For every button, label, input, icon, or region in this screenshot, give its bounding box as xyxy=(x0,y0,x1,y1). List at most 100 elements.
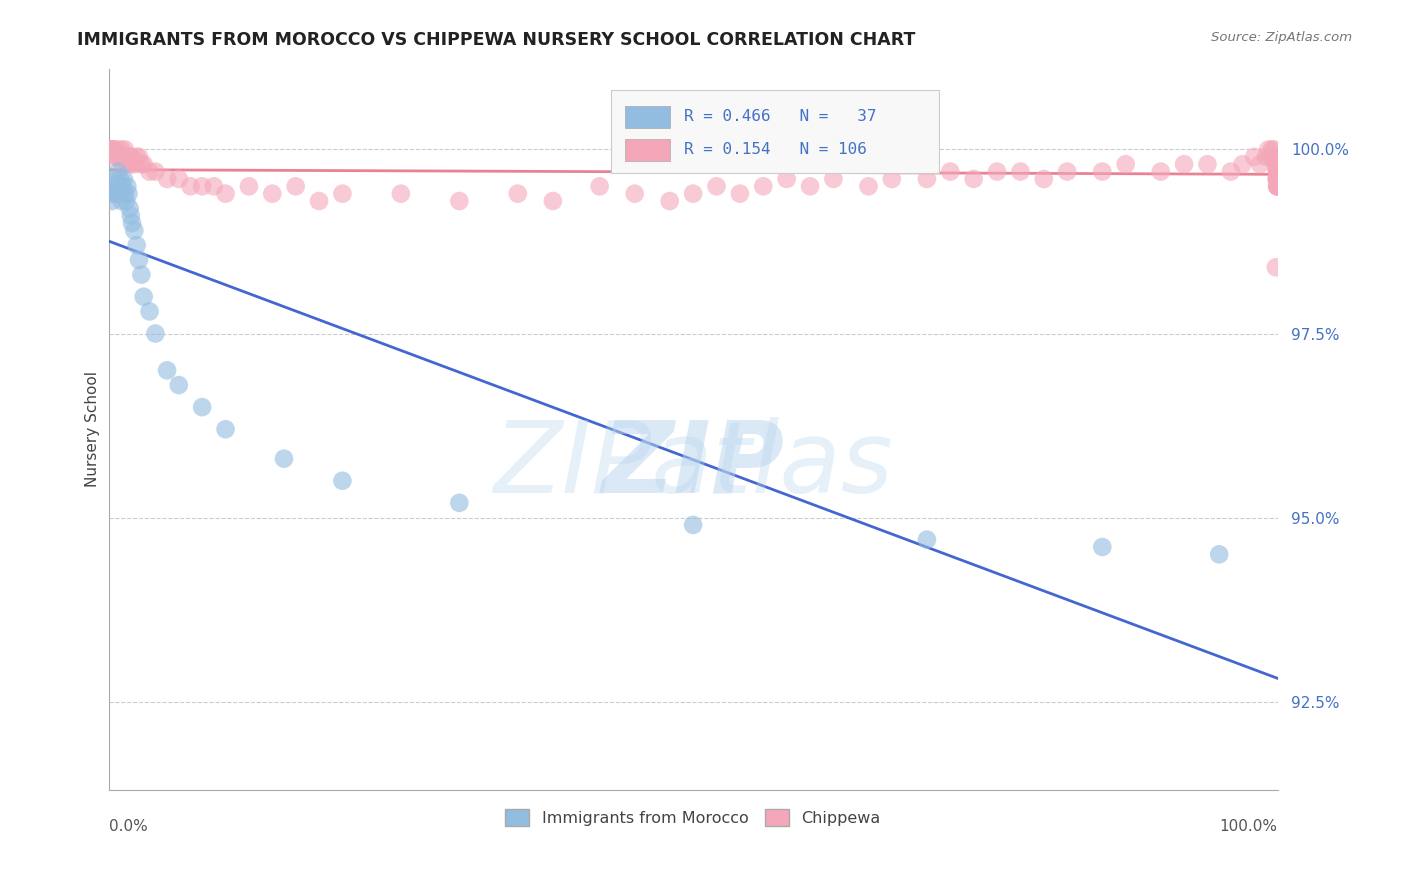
Point xyxy=(728,186,751,201)
Legend: Immigrants from Morocco, Chippewa: Immigrants from Morocco, Chippewa xyxy=(499,803,887,832)
Point xyxy=(117,186,139,201)
Point xyxy=(117,150,139,164)
Point xyxy=(104,172,127,186)
FancyBboxPatch shape xyxy=(612,90,939,173)
Point xyxy=(1261,150,1284,164)
Text: 0.0%: 0.0% xyxy=(108,819,148,834)
Text: Source: ZipAtlas.com: Source: ZipAtlas.com xyxy=(1212,31,1353,45)
Point xyxy=(107,143,129,157)
Text: ZIP: ZIP xyxy=(602,417,785,514)
Point xyxy=(1267,172,1289,186)
Point xyxy=(915,533,938,547)
Text: ZIPatlas: ZIPatlas xyxy=(494,417,893,514)
Point xyxy=(120,157,142,171)
Point xyxy=(125,150,148,164)
Point xyxy=(1265,172,1288,186)
Point xyxy=(389,186,412,201)
Point xyxy=(1267,157,1289,171)
Point xyxy=(111,179,134,194)
FancyBboxPatch shape xyxy=(626,106,669,128)
Point xyxy=(858,179,880,194)
Point xyxy=(682,517,704,532)
Point xyxy=(1173,157,1195,171)
Point xyxy=(1263,143,1285,157)
Point xyxy=(115,150,138,164)
Point xyxy=(103,186,125,201)
Point xyxy=(1267,157,1289,171)
Point xyxy=(1264,260,1286,275)
Point xyxy=(506,186,529,201)
Point xyxy=(191,179,214,194)
Point xyxy=(131,157,153,171)
Point xyxy=(1267,164,1289,178)
Point xyxy=(214,422,236,436)
Point xyxy=(138,304,160,318)
Point xyxy=(118,202,141,216)
Point xyxy=(332,186,354,201)
Text: R = 0.466   N =   37: R = 0.466 N = 37 xyxy=(683,109,876,124)
Point xyxy=(1197,157,1219,171)
Point xyxy=(706,179,728,194)
Point xyxy=(110,143,132,157)
Point xyxy=(1219,164,1241,178)
Text: R = 0.154   N = 106: R = 0.154 N = 106 xyxy=(683,142,866,157)
Point xyxy=(114,186,136,201)
Point xyxy=(145,326,167,341)
Point xyxy=(107,164,129,178)
Point xyxy=(1267,164,1289,178)
Point xyxy=(132,290,155,304)
Point xyxy=(308,194,330,208)
Point xyxy=(1056,164,1078,178)
Point xyxy=(117,179,139,194)
Point xyxy=(541,194,564,208)
Point xyxy=(118,150,141,164)
Point xyxy=(1267,164,1289,178)
Point xyxy=(105,179,128,194)
Point xyxy=(156,363,179,377)
Point xyxy=(1265,164,1288,178)
Point xyxy=(986,164,1008,178)
Point xyxy=(1243,150,1265,164)
Point xyxy=(214,186,236,201)
Point xyxy=(752,179,775,194)
Point xyxy=(273,451,295,466)
Point xyxy=(1267,150,1289,164)
Point xyxy=(1264,157,1286,171)
Text: 100.0%: 100.0% xyxy=(1219,819,1278,834)
Point xyxy=(623,186,645,201)
Y-axis label: Nursery School: Nursery School xyxy=(86,371,100,487)
Point xyxy=(110,172,132,186)
Point xyxy=(1265,179,1288,194)
Point xyxy=(262,186,284,201)
Point xyxy=(1115,157,1137,171)
Point xyxy=(191,400,214,414)
Point xyxy=(963,172,986,186)
Point xyxy=(1257,143,1279,157)
Point xyxy=(1261,143,1284,157)
Point xyxy=(1267,150,1289,164)
Point xyxy=(1249,157,1271,171)
Point xyxy=(1232,157,1254,171)
Point xyxy=(1254,150,1277,164)
Point xyxy=(1267,172,1289,186)
Point xyxy=(284,179,307,194)
Point xyxy=(117,157,139,171)
Point xyxy=(103,179,125,194)
FancyBboxPatch shape xyxy=(626,139,669,161)
Point xyxy=(1267,164,1289,178)
Point xyxy=(1265,157,1288,171)
Point xyxy=(112,150,135,164)
Point xyxy=(1267,172,1289,186)
Point xyxy=(128,252,150,267)
Point xyxy=(103,143,125,157)
Point xyxy=(112,172,135,186)
Point xyxy=(1267,164,1289,178)
Point xyxy=(823,172,845,186)
Point xyxy=(128,150,150,164)
Point xyxy=(1267,157,1289,171)
Point xyxy=(1265,179,1288,194)
Point xyxy=(1010,164,1032,178)
Point xyxy=(115,194,138,208)
Point xyxy=(1267,157,1289,171)
Point xyxy=(799,179,821,194)
